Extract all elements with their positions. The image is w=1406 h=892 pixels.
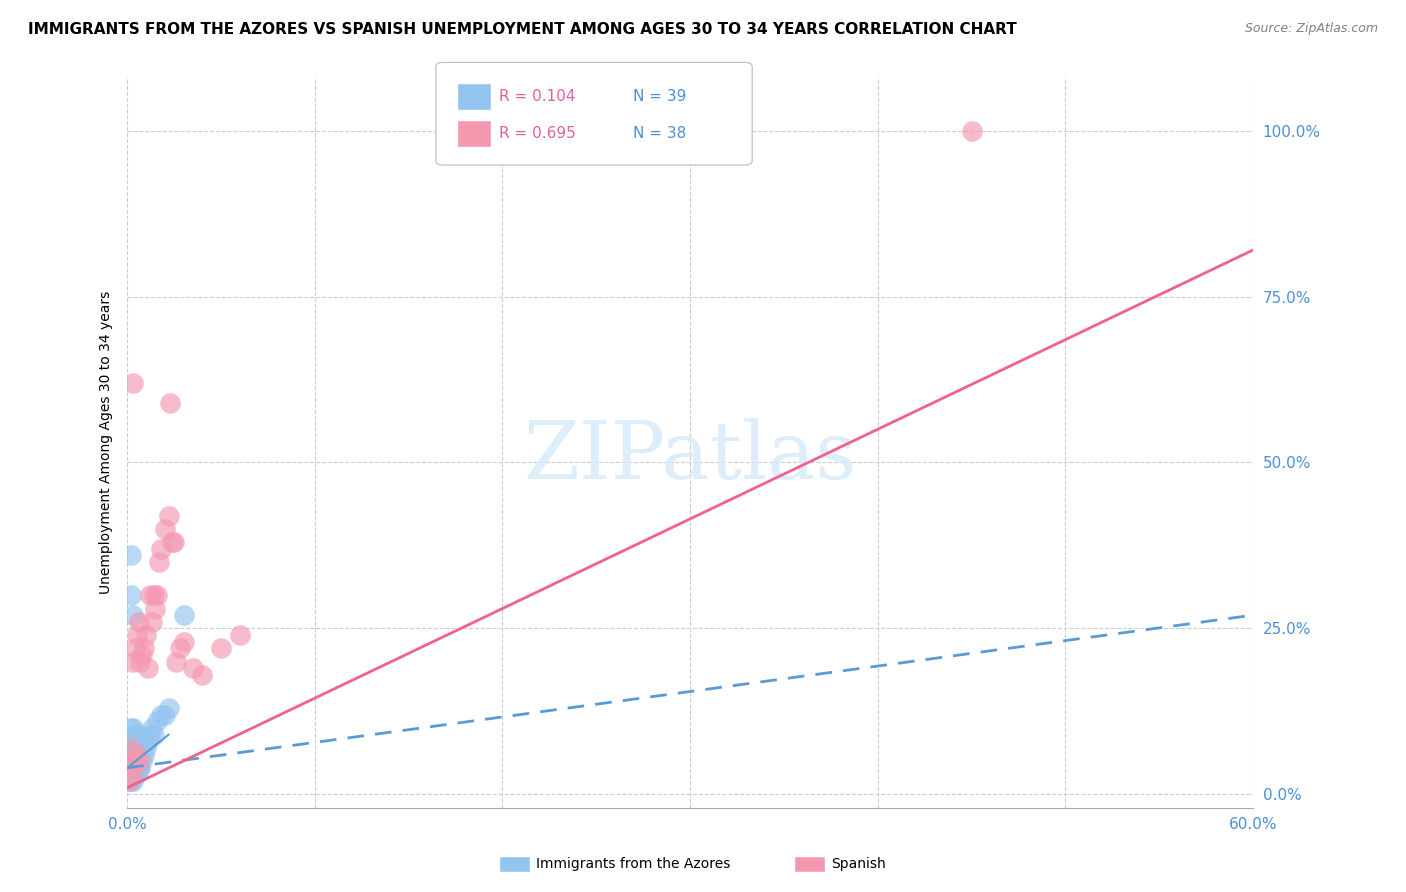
Y-axis label: Unemployment Among Ages 30 to 34 years: Unemployment Among Ages 30 to 34 years — [100, 291, 114, 594]
Point — [120, 774, 142, 789]
Point — [118, 754, 141, 768]
Point — [129, 761, 152, 775]
Point — [169, 641, 191, 656]
Point — [136, 734, 159, 748]
Point — [159, 395, 181, 409]
Point — [120, 588, 142, 602]
Point — [191, 668, 214, 682]
Point — [120, 549, 142, 563]
Text: ZIPatlas: ZIPatlas — [523, 418, 856, 496]
Point — [122, 774, 145, 789]
Point — [125, 628, 148, 642]
Point — [135, 628, 157, 642]
Point — [122, 761, 145, 775]
Point — [131, 754, 153, 768]
Point — [139, 728, 162, 742]
Point — [122, 376, 145, 390]
Text: N = 39: N = 39 — [633, 89, 686, 103]
Point — [120, 721, 142, 735]
Point — [118, 761, 141, 775]
Point — [128, 615, 150, 629]
Point — [122, 655, 145, 669]
Point — [157, 508, 180, 523]
Point — [146, 588, 169, 602]
Text: IMMIGRANTS FROM THE AZORES VS SPANISH UNEMPLOYMENT AMONG AGES 30 TO 34 YEARS COR: IMMIGRANTS FROM THE AZORES VS SPANISH UN… — [28, 22, 1017, 37]
Point — [173, 634, 195, 648]
Point — [131, 648, 153, 662]
Text: Spanish: Spanish — [831, 857, 886, 871]
Text: R = 0.104: R = 0.104 — [499, 89, 575, 103]
Point — [142, 728, 165, 742]
Point — [122, 721, 145, 735]
Point — [153, 707, 176, 722]
Point — [229, 628, 252, 642]
Point — [120, 747, 142, 762]
Point — [209, 641, 232, 656]
Point — [128, 761, 150, 775]
Point — [124, 767, 146, 781]
Point — [125, 747, 148, 762]
Point — [146, 714, 169, 729]
Point — [131, 728, 153, 742]
Point — [129, 655, 152, 669]
Point — [122, 734, 145, 748]
Point — [122, 761, 145, 775]
Text: Immigrants from the Azores: Immigrants from the Azores — [536, 857, 730, 871]
Point — [124, 740, 146, 755]
Point — [135, 740, 157, 755]
Point — [150, 541, 173, 556]
Point — [163, 535, 186, 549]
Point — [136, 661, 159, 675]
Point — [139, 588, 162, 602]
Point — [134, 747, 156, 762]
Point — [181, 661, 204, 675]
Point — [122, 608, 145, 623]
Point — [134, 641, 156, 656]
Point — [129, 734, 152, 748]
Text: R = 0.695: R = 0.695 — [499, 127, 576, 141]
Point — [148, 555, 170, 569]
Point — [153, 522, 176, 536]
Point — [128, 734, 150, 748]
Point — [150, 707, 173, 722]
Point — [173, 608, 195, 623]
Point — [141, 615, 163, 629]
Point — [128, 754, 150, 768]
Point — [120, 767, 142, 781]
Point — [120, 734, 142, 748]
Point — [125, 747, 148, 762]
Point — [165, 655, 187, 669]
Text: Source: ZipAtlas.com: Source: ZipAtlas.com — [1244, 22, 1378, 36]
Point — [118, 774, 141, 789]
Point — [120, 740, 142, 755]
Point — [142, 588, 165, 602]
Point — [118, 747, 141, 762]
Point — [120, 761, 142, 775]
Point — [118, 774, 141, 789]
Point — [125, 767, 148, 781]
Text: N = 38: N = 38 — [633, 127, 686, 141]
Point — [122, 747, 145, 762]
Point — [141, 721, 163, 735]
Point — [157, 701, 180, 715]
Point — [124, 754, 146, 768]
Point — [145, 601, 167, 615]
Point — [124, 641, 146, 656]
Point — [960, 123, 983, 137]
Point — [125, 728, 148, 742]
Point — [124, 728, 146, 742]
Point — [162, 535, 184, 549]
